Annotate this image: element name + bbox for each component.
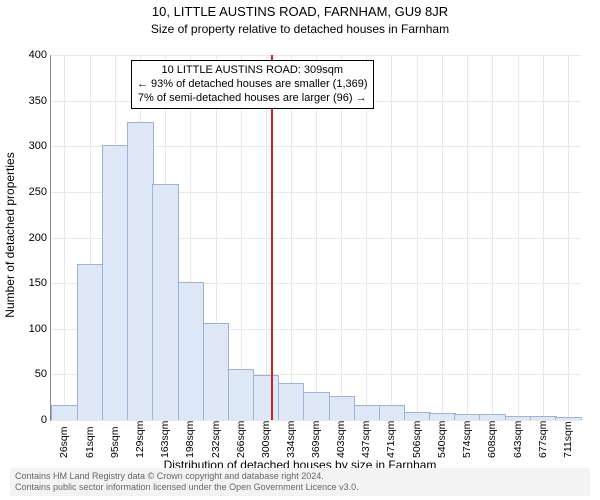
- ytick-label: 350: [17, 95, 47, 107]
- marker-callout-line: ← 93% of detached houses are smaller (1,…: [137, 78, 368, 92]
- histogram-bar: [505, 416, 532, 420]
- histogram-bar: [404, 412, 431, 420]
- xtick-label: 574sqm: [461, 421, 473, 458]
- ytick-label: 400: [17, 49, 47, 61]
- xtick-label: 266sqm: [235, 421, 247, 458]
- gridline-v: [291, 55, 292, 420]
- histogram-bar: [51, 405, 78, 420]
- ytick-label: 250: [17, 186, 47, 198]
- gridline-v: [543, 55, 544, 420]
- xtick-label: 61sqm: [84, 426, 96, 458]
- gridline-v: [241, 55, 242, 420]
- xtick-label: 334sqm: [285, 421, 297, 458]
- histogram-bar: [479, 414, 506, 420]
- marker-line: [271, 55, 273, 420]
- attribution-footer: Contains HM Land Registry data © Crown c…: [10, 468, 590, 497]
- histogram-bar: [429, 413, 456, 420]
- gridline-v: [467, 55, 468, 420]
- marker-callout-line: 7% of semi-detached houses are larger (9…: [137, 92, 368, 106]
- xtick-label: 232sqm: [210, 421, 222, 458]
- ytick-label: 50: [17, 368, 47, 380]
- ytick-label: 100: [17, 323, 47, 335]
- histogram-bar: [555, 417, 582, 420]
- xtick-label: 540sqm: [436, 421, 448, 458]
- xtick-label: 506sqm: [411, 421, 423, 458]
- gridline-v: [518, 55, 519, 420]
- xtick-label: 608sqm: [486, 421, 498, 458]
- gridline-v: [341, 55, 342, 420]
- histogram-bar: [152, 184, 179, 420]
- page-title: 10, LITTLE AUSTINS ROAD, FARNHAM, GU9 8J…: [0, 4, 600, 19]
- histogram-bar: [454, 414, 481, 420]
- histogram-plot: 05010015020025030035040026sqm61sqm95sqm1…: [50, 55, 581, 421]
- histogram-bar: [354, 405, 381, 420]
- marker-callout-line: 10 LITTLE AUSTINS ROAD: 309sqm: [137, 64, 368, 78]
- gridline-v: [417, 55, 418, 420]
- ytick-label: 150: [17, 277, 47, 289]
- footer-line-2: Contains public sector information licen…: [15, 482, 585, 493]
- ytick-label: 0: [17, 414, 47, 426]
- histogram-bar: [530, 416, 557, 420]
- histogram-bar: [127, 122, 154, 420]
- xtick-label: 129sqm: [134, 421, 146, 458]
- histogram-bar: [178, 282, 205, 420]
- histogram-bar: [203, 323, 230, 420]
- histogram-bar: [102, 145, 129, 420]
- xtick-label: 643sqm: [512, 421, 524, 458]
- xtick-label: 95sqm: [109, 426, 121, 458]
- gridline-v: [442, 55, 443, 420]
- histogram-bar: [253, 375, 280, 420]
- xtick-label: 163sqm: [159, 421, 171, 458]
- marker-callout: 10 LITTLE AUSTINS ROAD: 309sqm← 93% of d…: [131, 60, 374, 109]
- xtick-label: 711sqm: [562, 421, 574, 458]
- histogram-bar: [77, 264, 104, 420]
- gridline-v: [64, 55, 65, 420]
- histogram-bar: [329, 396, 356, 420]
- xtick-label: 198sqm: [184, 421, 196, 458]
- histogram-bar: [379, 405, 406, 420]
- gridline-v: [266, 55, 267, 420]
- gridline-v: [366, 55, 367, 420]
- histogram-bar: [228, 369, 255, 420]
- gridline-v: [568, 55, 569, 420]
- xtick-label: 437sqm: [360, 421, 372, 458]
- xtick-label: 403sqm: [335, 421, 347, 458]
- ytick-label: 200: [17, 232, 47, 244]
- xtick-label: 677sqm: [537, 421, 549, 458]
- page-subtitle: Size of property relative to detached ho…: [0, 22, 600, 36]
- xtick-label: 26sqm: [58, 426, 70, 458]
- gridline-v: [391, 55, 392, 420]
- xtick-label: 369sqm: [310, 421, 322, 458]
- xtick-label: 471sqm: [385, 421, 397, 458]
- gridline-v: [316, 55, 317, 420]
- footer-line-1: Contains HM Land Registry data © Crown c…: [15, 471, 585, 482]
- y-axis-label: Number of detached properties: [3, 152, 17, 317]
- histogram-bar: [278, 383, 305, 421]
- gridline-v: [492, 55, 493, 420]
- histogram-bar: [303, 392, 330, 420]
- xtick-label: 300sqm: [260, 421, 272, 458]
- ytick-label: 300: [17, 140, 47, 152]
